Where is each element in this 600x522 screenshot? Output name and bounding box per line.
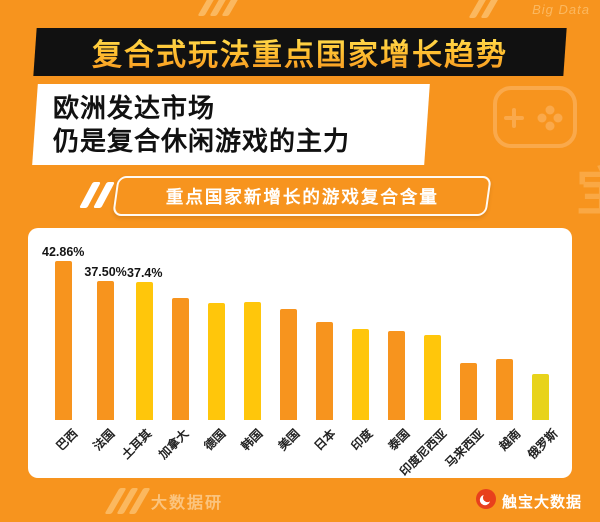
- bar-9: [387, 331, 405, 420]
- bar-category-cell: 加拿大: [153, 420, 192, 476]
- bar-group-3: [163, 242, 199, 420]
- bar-category-cell: 巴西: [42, 420, 81, 476]
- bar-category-cell: 土耳其: [116, 420, 155, 476]
- bar-category-label: 马来西亚: [442, 426, 487, 471]
- watermark-top-right: Big Data: [532, 2, 590, 17]
- bar-3: [172, 297, 190, 420]
- bar-category-label: 巴西: [53, 426, 81, 454]
- main-title-banner: 复合式玩法重点国家增长趋势: [33, 28, 567, 76]
- bar-chart: 42.86% 37.50% 37.4%: [42, 242, 558, 420]
- bar-category-label: 韩国: [238, 426, 266, 454]
- bar-chart-labels: 巴西 法国 土耳其 加拿大 德国 韩国 美国 日本 印度 泰国 印度尼西亚 马来西亚 越南 俄罗斯: [42, 420, 560, 478]
- bar-group-4: [199, 242, 235, 420]
- bar-category-cell: 美国: [263, 420, 302, 476]
- chart-card: 42.86% 37.50% 37.4% 巴西 法国 土耳其 加拿大 德国 韩国 美国 日本 印度 泰国…: [28, 228, 572, 479]
- bar-5: [244, 301, 262, 420]
- brand-name: 触宝大数据: [501, 494, 582, 511]
- bar-category-cell: 印度尼西亚: [397, 420, 449, 478]
- bar-category-cell: 越南: [484, 420, 524, 476]
- bar-value-label: 42.86%: [42, 245, 85, 260]
- subtitle-line-2: 仍是复合休闲游戏的主力: [53, 125, 351, 156]
- stripes-decoration-icon: [468, 0, 503, 18]
- bar-group-5: [235, 242, 271, 420]
- bar-8: [351, 329, 369, 420]
- bar-10: [423, 334, 441, 420]
- bar-category-cell: 法国: [79, 420, 118, 476]
- watermark-bottom-left: 大数据研: [104, 488, 224, 514]
- bar-7: [315, 321, 333, 420]
- bar-category-cell: 日本: [300, 420, 339, 476]
- bar-group-10: [414, 242, 450, 420]
- slash-decoration-icon: [79, 182, 115, 208]
- bar-group-11: [450, 242, 486, 420]
- bar-category-label: 土耳其: [119, 426, 155, 462]
- bar-4: [208, 303, 226, 420]
- bar-group-6: [271, 242, 307, 420]
- bar-category-label: 越南: [496, 426, 524, 454]
- bar-group-2: 37.4%: [127, 242, 163, 420]
- bar-13: [531, 373, 549, 420]
- subtitle-box: 欧洲发达市场 仍是复合休闲游戏的主力: [32, 84, 430, 165]
- bar-group-8: [342, 242, 378, 420]
- bar-category-label: 法国: [90, 426, 118, 454]
- chart-title-banner: 重点国家新增长的游戏复合含量: [112, 176, 492, 216]
- bar-group-13: [522, 242, 558, 420]
- gamepad-icon: [492, 82, 578, 157]
- bar-category-label: 泰国: [385, 426, 413, 454]
- bar-value-label: 37.50%: [84, 265, 127, 280]
- watermark-right-edge: 宝: [576, 150, 600, 225]
- bar-category-label: 美国: [275, 426, 302, 454]
- bar-1: [97, 281, 115, 420]
- brand-footer: 触宝大数据: [475, 489, 582, 514]
- bar-category-cell: 马来西亚: [442, 420, 486, 476]
- bar-0: [54, 261, 72, 420]
- bar-category-label: 俄罗斯: [524, 426, 560, 462]
- bar-category-cell: 德国: [189, 420, 229, 476]
- bar-group-1: 37.50%: [84, 242, 127, 420]
- stripes-decoration-icon: [197, 0, 244, 16]
- bar-category-cell: 俄罗斯: [521, 420, 560, 476]
- bar-category-cell: 印度: [337, 420, 376, 476]
- bar-group-0: 42.86%: [42, 242, 84, 420]
- page-title: 复合式玩法重点国家增长趋势: [92, 30, 508, 74]
- chart-title: 重点国家新增长的游戏复合含量: [165, 186, 439, 207]
- bar-value-label: 37.4%: [127, 265, 163, 280]
- bar-group-12: [486, 242, 522, 420]
- bar-6: [280, 309, 298, 420]
- bar-11: [459, 362, 477, 420]
- bar-category-label: 印度: [348, 426, 376, 454]
- bar-category-label: 加拿大: [155, 426, 192, 462]
- bar-category-cell: 韩国: [226, 420, 266, 476]
- watermark-text: 大数据研: [151, 495, 224, 512]
- bar-2: [136, 281, 154, 420]
- bar-category-label: 德国: [201, 426, 229, 454]
- bar-12: [495, 358, 513, 420]
- bar-group-9: [378, 242, 414, 420]
- bar-group-7: [307, 242, 343, 420]
- subtitle-line-1: 欧洲发达市场: [53, 93, 216, 123]
- bar-category-label: 日本: [311, 426, 339, 454]
- stripes-decoration-icon: [104, 488, 151, 514]
- brand-logo-icon: [475, 489, 496, 514]
